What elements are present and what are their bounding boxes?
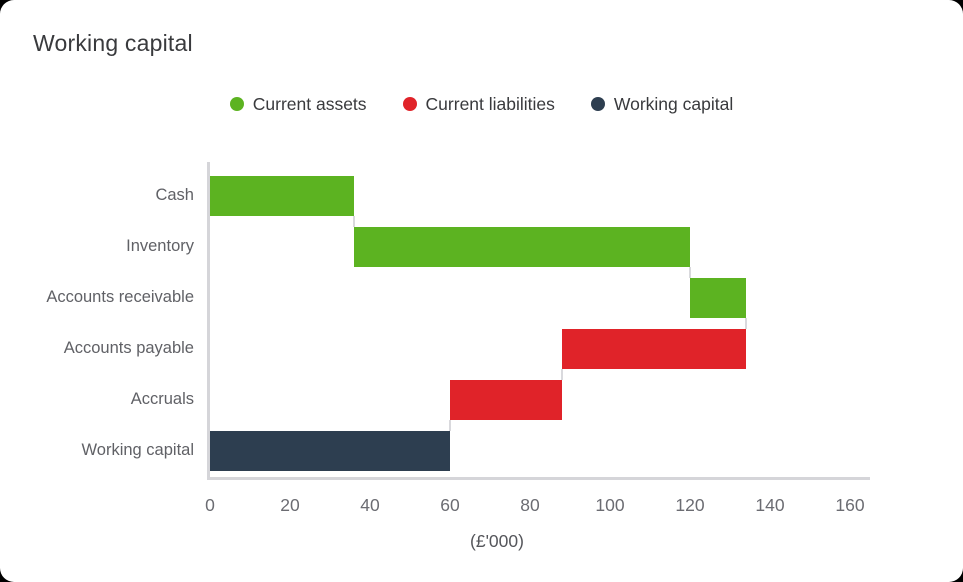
category-label: Accruals bbox=[130, 390, 194, 408]
connector-line bbox=[745, 318, 747, 329]
x-tick-label: 0 bbox=[205, 495, 215, 515]
waterfall-bar[interactable] bbox=[354, 227, 690, 267]
x-tick-label: 80 bbox=[520, 495, 540, 515]
connector-line bbox=[561, 369, 563, 380]
x-axis-tick-labels: 0 20 40 60 80 100 120 140 160 bbox=[205, 495, 870, 521]
connector-line bbox=[449, 420, 451, 431]
x-axis-line bbox=[207, 477, 870, 480]
category-label: Inventory bbox=[126, 237, 194, 255]
waterfall-bar[interactable] bbox=[210, 431, 450, 471]
x-tick-label: 60 bbox=[440, 495, 460, 515]
waterfall-bar[interactable] bbox=[210, 176, 354, 216]
connector-line bbox=[689, 267, 691, 278]
waterfall-bar[interactable] bbox=[562, 329, 746, 369]
category-label: Cash bbox=[155, 186, 194, 204]
x-axis-title: (£'000) bbox=[470, 531, 524, 551]
legend-item[interactable]: Current liabilities bbox=[402, 93, 555, 115]
legend-label: Current liabilities bbox=[425, 93, 555, 114]
x-tick-label: 20 bbox=[280, 495, 300, 515]
chart-title: Working capital bbox=[33, 30, 193, 56]
legend-dot-icon bbox=[229, 97, 244, 111]
legend-label: Working capital bbox=[613, 93, 734, 114]
waterfall-bar[interactable] bbox=[690, 278, 746, 318]
x-tick-label: 160 bbox=[835, 495, 865, 515]
y-axis-line bbox=[207, 162, 210, 480]
waterfall-bar[interactable] bbox=[450, 380, 562, 420]
legend-dot-icon bbox=[402, 97, 417, 111]
legend-dot-icon bbox=[590, 97, 605, 111]
category-label: Working capital bbox=[81, 441, 195, 459]
legend-label: Current assets bbox=[252, 93, 367, 114]
plot-area bbox=[210, 162, 870, 480]
x-tick-label: 100 bbox=[595, 495, 625, 515]
x-tick-label: 140 bbox=[755, 495, 785, 515]
chart-legend: Current assets Current liabilities Working… bbox=[0, 92, 963, 116]
category-axis-labels: Cash Inventory Accounts receivable Accounts… bbox=[0, 162, 194, 480]
legend-item[interactable]: Current assets bbox=[229, 93, 367, 115]
x-tick-label: 120 bbox=[675, 495, 705, 515]
legend-item[interactable]: Working capital bbox=[590, 93, 734, 115]
x-tick-label: 40 bbox=[360, 495, 380, 515]
category-label: Accounts payable bbox=[63, 339, 194, 357]
connector-line bbox=[353, 216, 355, 227]
category-label: Accounts receivable bbox=[46, 288, 194, 306]
